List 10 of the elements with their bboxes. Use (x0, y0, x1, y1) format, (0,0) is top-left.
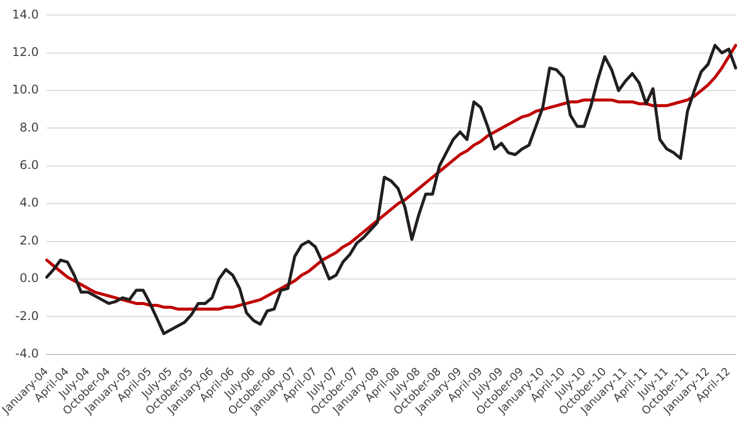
y-tick-label: 0.0 (20, 271, 39, 286)
y-tick-label: 10.0 (12, 82, 39, 97)
y-tick-label: 12.0 (12, 45, 39, 60)
y-tick-label: 8.0 (20, 120, 39, 134)
y-tick-label: 2.0 (20, 233, 39, 248)
y-tick-label: 4.0 (20, 196, 39, 210)
y-tick-label: -4.0 (15, 346, 39, 360)
y-tick-label: 14.0 (12, 7, 39, 22)
y-tick-label: -2.0 (15, 308, 39, 323)
y-tick-label: 6.0 (20, 158, 39, 172)
